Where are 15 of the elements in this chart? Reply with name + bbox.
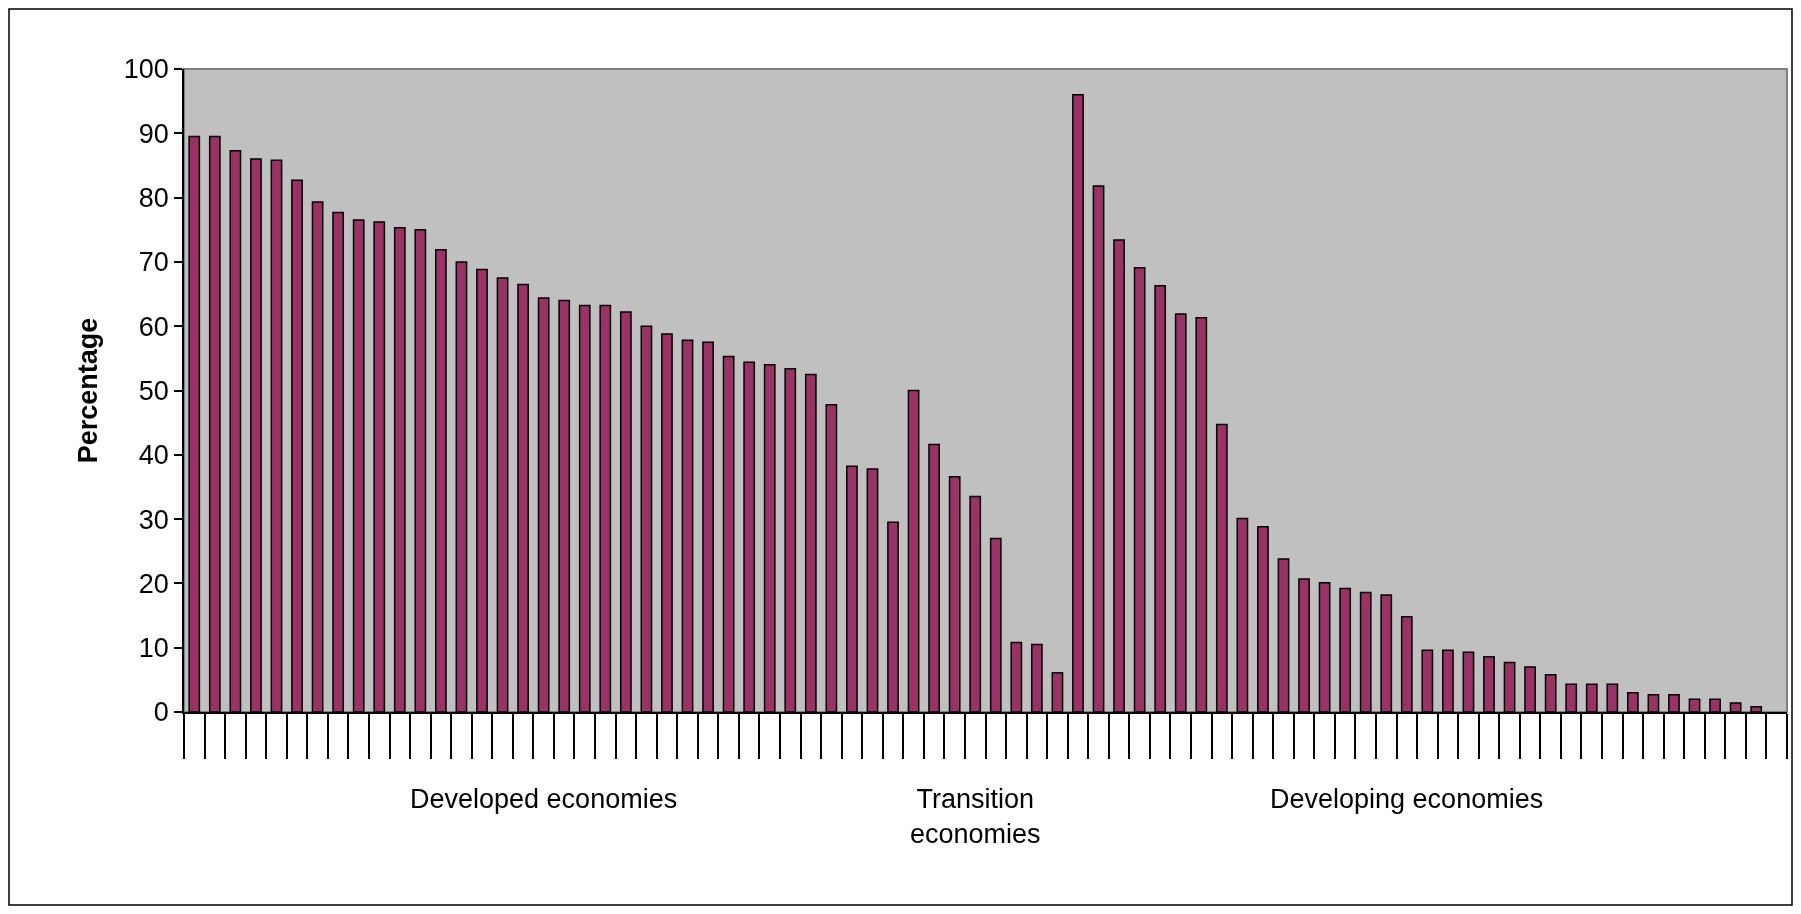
y-tick-label: 40 [138, 440, 169, 471]
y-tick-label: 70 [138, 247, 169, 278]
y-tick-label: 90 [138, 118, 169, 149]
y-tick-label: 0 [153, 697, 169, 728]
y-tick-label: 20 [138, 568, 169, 599]
y-tick-label: 10 [138, 633, 169, 664]
y-tick-label: 60 [138, 311, 169, 342]
y-tick-label: 30 [138, 504, 169, 535]
y-axis-title: Percentage [73, 317, 104, 464]
x-tick-label: Developing economies [1270, 784, 1544, 814]
x-tick-label: Developed economies [410, 784, 678, 814]
y-tick-label: 50 [138, 375, 169, 406]
y-tick-label: 100 [123, 54, 169, 85]
y-tick-label: 80 [138, 183, 169, 214]
x-tick-label: Transition economies [910, 784, 1041, 850]
